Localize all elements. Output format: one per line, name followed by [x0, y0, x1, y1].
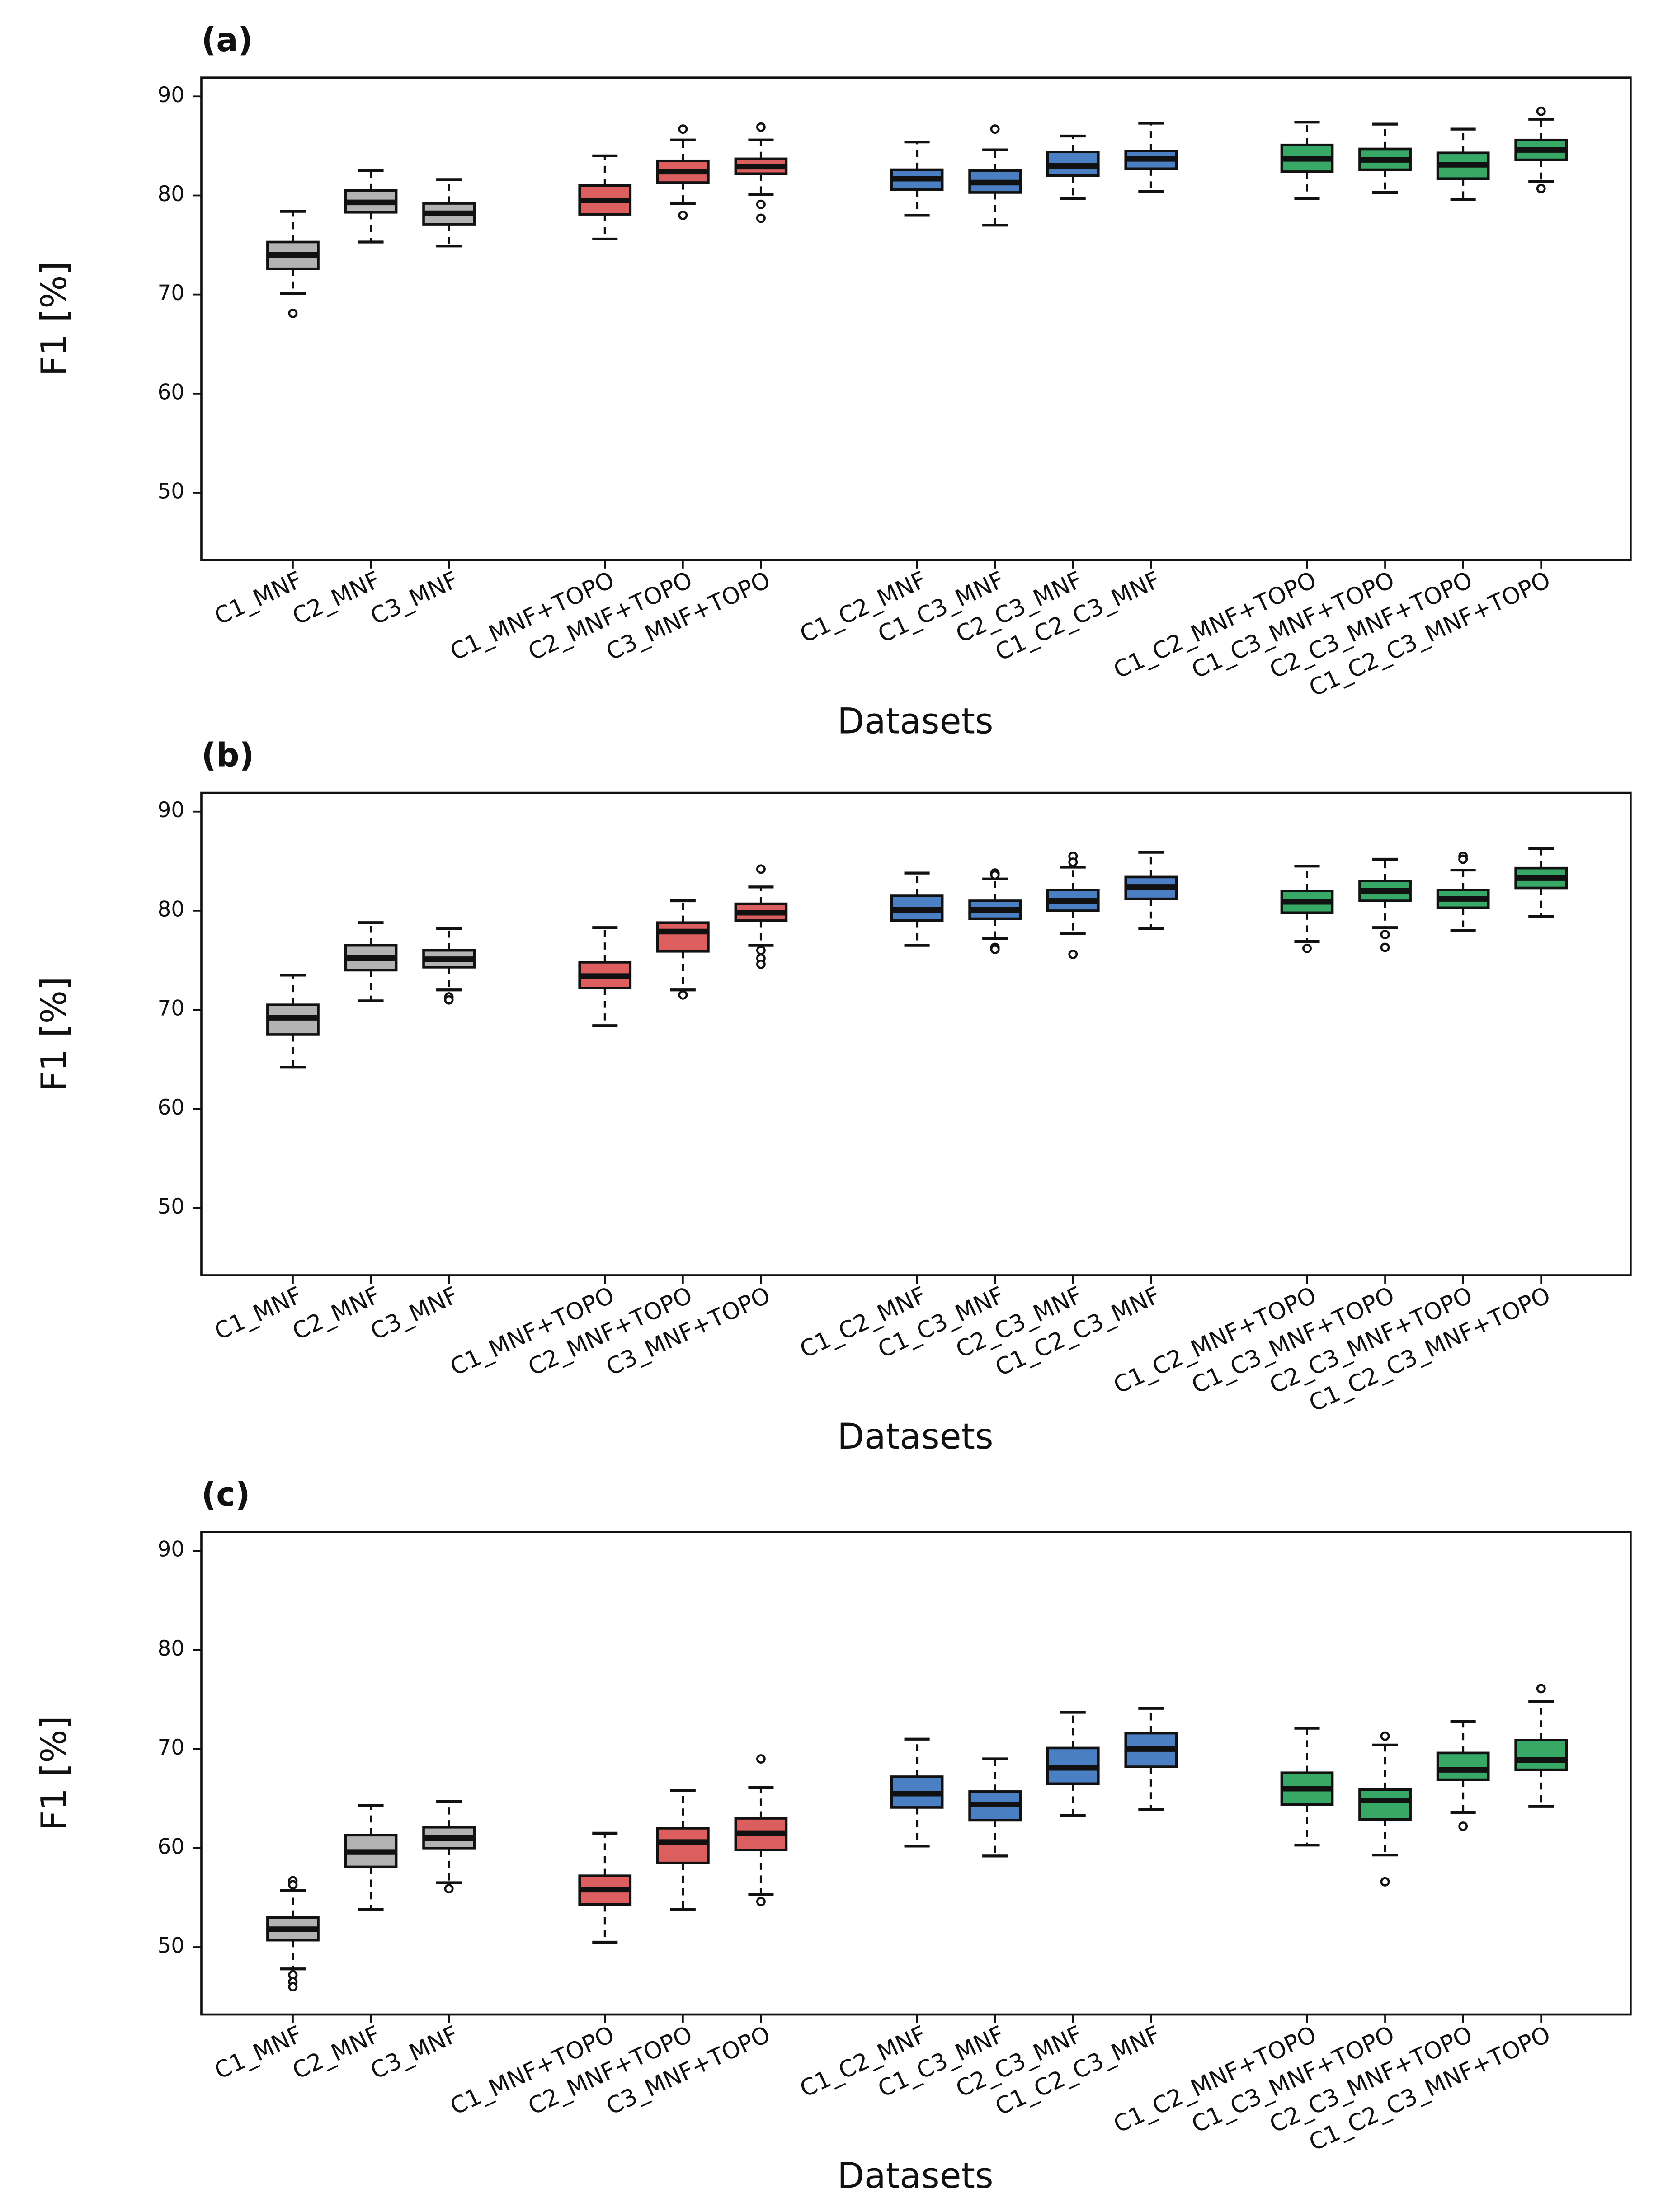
- x-tick-label: C1_MNF: [210, 566, 306, 631]
- box: [1514, 1739, 1568, 1771]
- outlier: [678, 990, 688, 1000]
- outlier: [990, 870, 1000, 880]
- plot-frame: [200, 1531, 1632, 2016]
- y-tick-label: 50: [158, 1934, 184, 1958]
- outlier: [444, 1884, 454, 1894]
- y-tick-label: 70: [158, 1736, 184, 1760]
- outlier: [678, 124, 688, 134]
- y-tick-label: 90: [158, 1538, 184, 1562]
- x-tick-label: C3_MNF: [367, 1281, 463, 1346]
- outlier: [288, 308, 298, 318]
- y-tick-label: 60: [158, 380, 184, 405]
- outlier: [756, 1897, 766, 1906]
- plot-frame: [200, 76, 1632, 561]
- outlier: [678, 210, 688, 220]
- outlier: [288, 1880, 298, 1890]
- outlier: [1380, 930, 1390, 939]
- outlier: [1536, 1684, 1546, 1694]
- x-tick-label: C1_MNF: [210, 1281, 306, 1346]
- y-tick-label: 60: [158, 1835, 184, 1859]
- outlier: [1458, 1821, 1468, 1831]
- x-tick-label: C2_MNF: [288, 1281, 385, 1346]
- outlier: [756, 864, 766, 874]
- outlier: [1380, 1877, 1390, 1887]
- y-axis-label: F1 [%]: [34, 1716, 75, 1831]
- y-tick-label: 80: [158, 897, 184, 922]
- outlier: [990, 944, 1000, 954]
- x-axis-label: Datasets: [837, 1417, 993, 1457]
- x-tick-label: C3_MNF: [367, 2021, 463, 2085]
- y-tick-label: 90: [158, 83, 184, 108]
- outlier: [1068, 949, 1078, 959]
- outlier: [756, 946, 766, 955]
- x-axis-label: Datasets: [837, 701, 993, 742]
- outlier: [756, 122, 766, 132]
- panel-title: (a): [201, 21, 253, 59]
- outlier: [756, 213, 766, 223]
- y-tick-label: 90: [158, 798, 184, 823]
- outlier: [1536, 106, 1546, 116]
- outlier: [1536, 184, 1546, 193]
- y-tick-label: 80: [158, 1637, 184, 1661]
- outlier: [756, 959, 766, 969]
- outlier: [1068, 857, 1078, 867]
- y-tick-label: 80: [158, 182, 184, 207]
- outlier: [1380, 1731, 1390, 1741]
- box: [656, 1827, 710, 1864]
- outlier: [1458, 854, 1468, 864]
- box: [1436, 1751, 1490, 1781]
- y-axis-label: F1 [%]: [34, 977, 75, 1092]
- x-tick-label: C2_MNF: [288, 566, 385, 631]
- box: [1358, 1788, 1412, 1821]
- plot-frame: [200, 791, 1632, 1276]
- y-tick-label: 50: [158, 480, 184, 504]
- x-tick-label: C3_MNF: [367, 566, 463, 631]
- outlier: [990, 124, 1000, 134]
- outlier: [756, 199, 766, 209]
- y-tick-label: 70: [158, 281, 184, 306]
- x-tick-label: C2_MNF: [288, 2021, 385, 2085]
- x-tick-label: C1_MNF: [210, 2021, 306, 2085]
- outlier: [1380, 942, 1390, 952]
- outlier: [288, 1982, 298, 1992]
- x-axis-label: Datasets: [837, 2156, 993, 2197]
- y-tick-label: 60: [158, 1096, 184, 1120]
- y-tick-label: 70: [158, 997, 184, 1021]
- y-tick-label: 50: [158, 1195, 184, 1219]
- box: [656, 921, 710, 953]
- outlier: [756, 1754, 766, 1764]
- panel-title: (c): [201, 1475, 250, 1513]
- y-axis-label: F1 [%]: [34, 261, 75, 376]
- outlier: [1302, 943, 1312, 953]
- outlier: [444, 995, 454, 1005]
- panel-title: (b): [201, 736, 254, 774]
